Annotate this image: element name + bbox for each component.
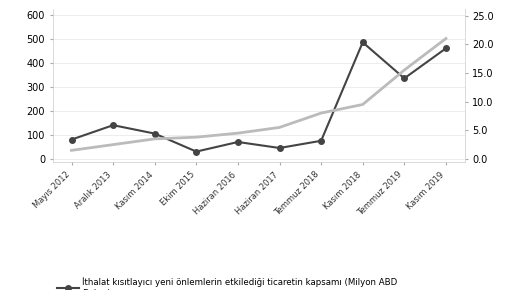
Legend: İthalat kısıtlayıcı yeni önlemlerin etkilediği ticaretin kapsamı (Milyon ABD
Dol: İthalat kısıtlayıcı yeni önlemlerin etki… [57, 277, 398, 290]
